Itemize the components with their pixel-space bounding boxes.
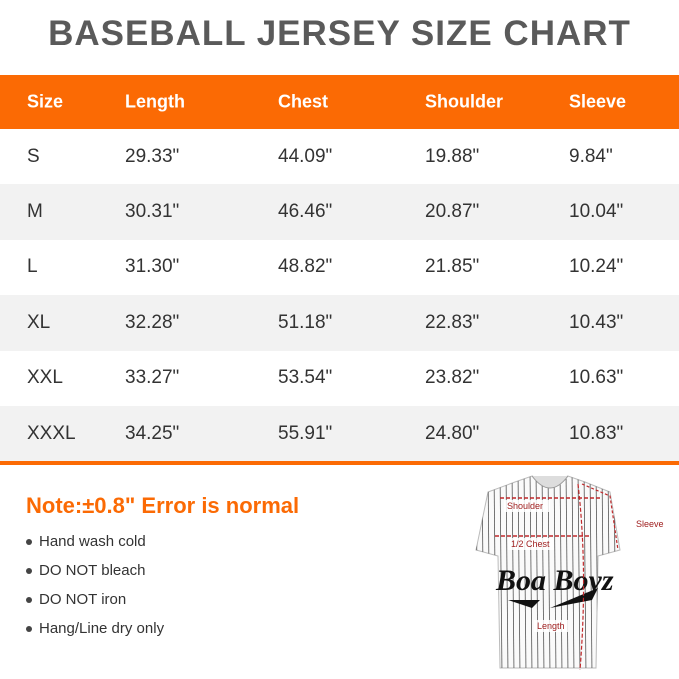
care-item: DO NOT bleach <box>26 562 145 579</box>
jersey-logo: Boa Boyz <box>495 564 614 597</box>
table-cell: 51.18" <box>278 311 333 333</box>
column-header: Chest <box>278 91 329 112</box>
table-cell: M <box>27 201 43 223</box>
table-cell: 22.83" <box>425 311 480 333</box>
table-cell: 53.54" <box>278 367 333 389</box>
table-row: XXL 33.27" 53.54" 23.82" 10.63" <box>0 351 679 406</box>
table-cell: XXL <box>27 367 63 389</box>
table-cell: 31.30" <box>125 256 180 278</box>
table-cell: 44.09" <box>278 145 333 167</box>
table-cell: XXXL <box>27 422 76 444</box>
table-cell: 19.88" <box>425 145 480 167</box>
table-row: M 30.31" 46.46" 20.87" 10.04" <box>0 184 679 240</box>
column-header: Shoulder <box>425 91 504 112</box>
table-cell: 32.28" <box>125 311 180 333</box>
table-cell: 55.91" <box>278 422 333 444</box>
table-row: L 31.30" 48.82" 21.85" 10.24" <box>0 240 679 295</box>
care-item: DO NOT iron <box>26 591 126 608</box>
page-title: BASEBALL JERSEY SIZE CHART <box>48 14 631 53</box>
care-item: Hand wash cold <box>26 533 146 550</box>
table-cell: L <box>27 256 38 278</box>
table-cell: 29.33" <box>125 145 180 167</box>
note-text: Note:±0.8" Error is normal <box>26 493 300 518</box>
table-cell: 30.31" <box>125 201 180 223</box>
table-cell: 10.83" <box>569 422 624 444</box>
table-row: S 29.33" 44.09" 19.88" 9.84" <box>0 129 679 184</box>
table-cell: S <box>27 145 40 167</box>
table-cell: 9.84" <box>569 145 613 167</box>
shoulder-label: Shoulder <box>507 501 543 511</box>
size-table: Size Length Chest Shoulder Sleeve S 29.33… <box>0 75 679 462</box>
table-cell: 34.25" <box>125 422 180 444</box>
column-header: Length <box>125 91 185 112</box>
length-label: Length <box>537 621 565 631</box>
table-cell: 10.04" <box>569 201 624 223</box>
table-row: XL 32.28" 51.18" 22.83" 10.43" <box>0 295 679 351</box>
table-cell: 46.46" <box>278 201 333 223</box>
table-cell: 48.82" <box>278 256 333 278</box>
table-header: Size Length Chest Shoulder Sleeve <box>0 75 679 129</box>
table-cell: 20.87" <box>425 201 480 223</box>
table-cell: 33.27" <box>125 367 180 389</box>
column-header: Sleeve <box>569 91 627 112</box>
jersey-diagram: Boa Boyz Shoulder Sleeve 1/2 Chest Lengt… <box>475 475 664 671</box>
table-cell: 10.24" <box>569 256 624 278</box>
table-cell: 10.63" <box>569 367 624 389</box>
divider <box>0 461 679 465</box>
table-cell: 10.43" <box>569 311 624 333</box>
table-row: XXXL 34.25" 55.91" 24.80" 10.83" <box>0 405 679 462</box>
sleeve-label: Sleeve <box>636 519 664 529</box>
table-cell: XL <box>27 311 51 333</box>
chest-label: 1/2 Chest <box>511 539 550 549</box>
table-cell: 21.85" <box>425 256 480 278</box>
care-item: Hang/Line dry only <box>26 620 164 637</box>
table-cell: 24.80" <box>425 422 480 444</box>
column-header: Size <box>27 91 64 112</box>
table-cell: 23.82" <box>425 367 480 389</box>
